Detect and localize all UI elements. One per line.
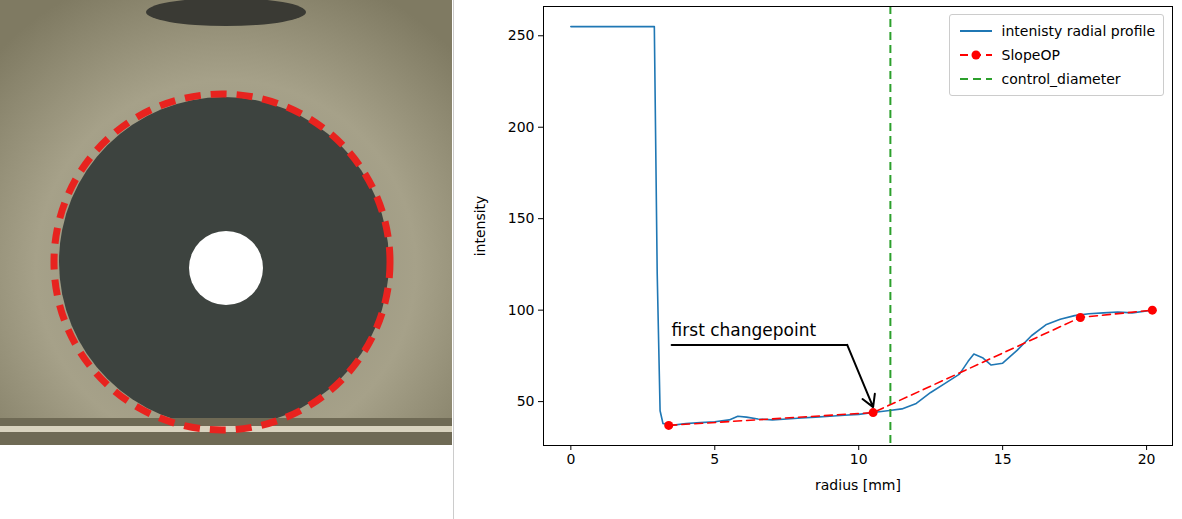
svg-text:0: 0 — [566, 451, 575, 467]
svg-text:20: 20 — [1138, 451, 1156, 467]
svg-text:10: 10 — [850, 451, 868, 467]
html-text:intenisty radial profile: intenisty radial profile — [1001, 23, 1155, 39]
svg-text:200: 200 — [508, 119, 535, 135]
svg-text:15: 15 — [994, 451, 1012, 467]
svg-text:5: 5 — [710, 451, 719, 467]
svg-text:intensity: intensity — [472, 196, 488, 257]
html-text:control_diameter: control_diameter — [1001, 71, 1121, 87]
svg-text:150: 150 — [508, 210, 535, 226]
svg-text:250: 250 — [508, 27, 535, 43]
svg-text:100: 100 — [508, 302, 535, 318]
svg-text:radius [mm]: radius [mm] — [815, 477, 901, 493]
svg-text:50: 50 — [517, 393, 535, 409]
svg-text:first changepoint: first changepoint — [672, 320, 817, 340]
html-text:SlopeOP: SlopeOP — [1001, 47, 1060, 63]
